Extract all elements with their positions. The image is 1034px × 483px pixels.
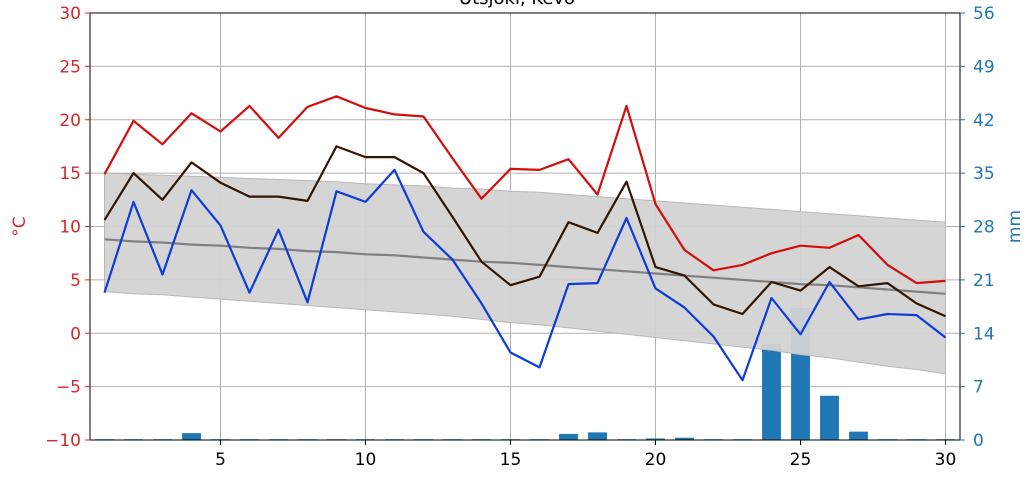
- x-tick-label: 25: [790, 450, 812, 470]
- precipitation-bar: [849, 431, 868, 440]
- y-left-tick-label: 30: [59, 4, 81, 24]
- y-left-tick-label: 0: [70, 324, 81, 344]
- axis-ticks: 5 10 15 20 25 30 −10 −5 0 5 10 15 20 25 30 0 7 14 21 28 35 42…: [45, 4, 995, 470]
- y-left-tick-label: 20: [59, 111, 81, 131]
- precipitation-bar: [182, 433, 201, 440]
- y-right-tick-label: 21: [973, 271, 995, 291]
- y-right-tick-label: 7: [973, 378, 984, 398]
- range-band: [104, 172, 946, 375]
- y-axis-label-left: °C: [10, 216, 30, 236]
- x-tick-label: 5: [215, 450, 226, 470]
- y-right-tick-label: 0: [973, 431, 984, 451]
- x-tick-label: 20: [645, 450, 667, 470]
- temperature-range-band: [104, 172, 946, 375]
- precipitation-bar: [646, 438, 665, 440]
- y-left-tick-label: −10: [45, 431, 81, 451]
- x-tick-label: 10: [355, 450, 377, 470]
- series-line: [103, 168, 947, 382]
- precipitation-bar: [559, 433, 578, 440]
- y-left-tick-label: 15: [59, 164, 81, 184]
- y-right-tick-label: 49: [973, 57, 995, 77]
- chart-title: Utsjoki, Kevo: [459, 0, 575, 9]
- x-tick-label: 30: [935, 450, 957, 470]
- precipitation-bar: [588, 432, 607, 440]
- precipitation-bar: [820, 395, 839, 440]
- precipitation-bar: [675, 437, 694, 440]
- series-line: [103, 95, 946, 285]
- y-left-tick-label: 5: [70, 271, 81, 291]
- y-right-tick-label: 56: [973, 4, 995, 24]
- series-line: [104, 238, 946, 295]
- precipitation-bar: [762, 343, 781, 440]
- y-left-tick-label: −5: [56, 378, 81, 398]
- temperature-lines: [103, 95, 947, 382]
- series-line: [103, 145, 946, 318]
- y-right-tick-label: 14: [973, 324, 995, 344]
- x-tick-label: 15: [500, 450, 522, 470]
- y-left-tick-label: 25: [59, 57, 81, 77]
- y-right-tick-label: 28: [973, 218, 995, 238]
- y-right-tick-label: 35: [973, 164, 995, 184]
- y-axis-label-right: mm: [1005, 210, 1025, 243]
- y-left-tick-label: 10: [59, 218, 81, 238]
- y-right-tick-label: 42: [973, 111, 995, 131]
